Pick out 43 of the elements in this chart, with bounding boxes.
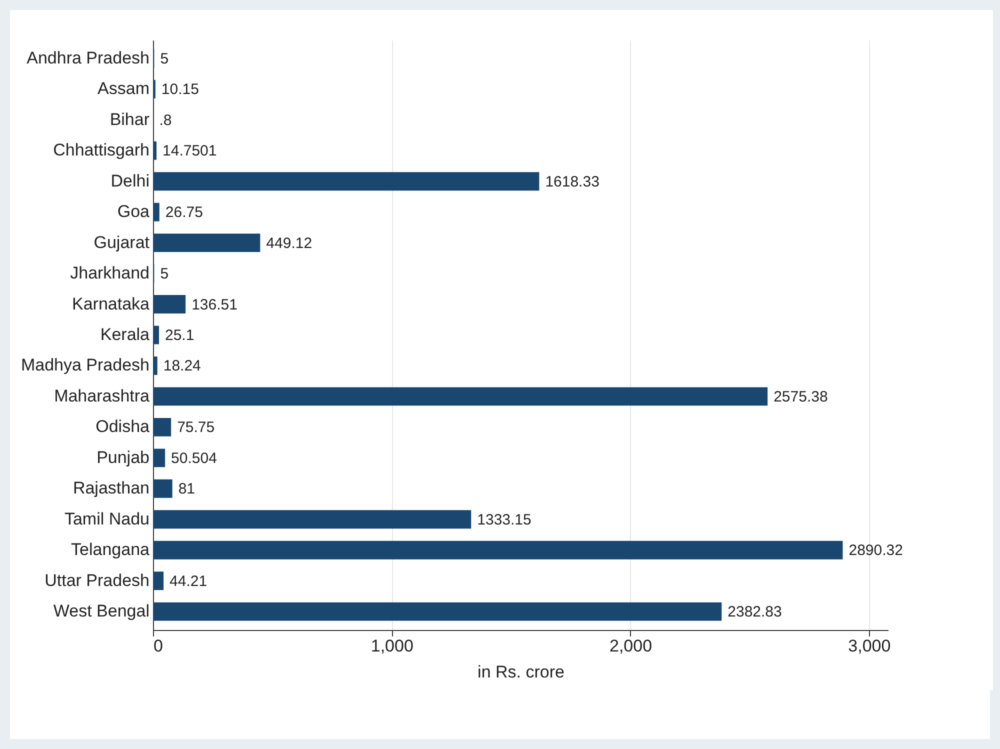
y-tick-label: Bihar [110, 110, 150, 129]
y-tick-label: Rajasthan [72, 478, 150, 498]
data-label: 50.504 [171, 450, 217, 467]
data-label: 1333.15 [477, 511, 532, 528]
y-tick-label: Andhra Pradesh [26, 48, 150, 68]
x-tick-label: 0 [154, 636, 163, 656]
data-label: 44.21 [170, 572, 208, 590]
y-tick-label: Goa [117, 202, 150, 222]
data-label: 2575.38 [774, 388, 828, 406]
y-tick-label: West Bengal [53, 602, 150, 621]
y-tick-label: Tamil Nadu [64, 509, 150, 528]
data-label: 25.1 [164, 327, 194, 344]
y-tick-label: Odisha [96, 417, 150, 436]
y-tick-label: Punjab [96, 448, 150, 467]
y-tick-label: Gujarat [94, 232, 150, 252]
data-label: 2382.83 [728, 604, 782, 621]
data-label: 5 [160, 50, 169, 68]
data-label: .8 [159, 112, 172, 129]
y-tick-label: Uttar Pradesh [44, 570, 150, 590]
data-label: 2890.32 [848, 542, 903, 560]
data-label: 18.24 [163, 358, 201, 375]
data-label: 10.15 [161, 81, 199, 98]
data-label: 449.12 [266, 234, 312, 252]
y-tick-label: Telangana [71, 540, 150, 560]
y-tick-label: Chhattisgarh [53, 140, 150, 160]
y-tick-label: Maharashtra [54, 386, 150, 406]
data-label: 81 [178, 480, 196, 498]
data-label: 75.75 [177, 419, 215, 436]
x-axis-title: in Rs. crore [478, 662, 564, 682]
y-tick-label: Delhi [110, 171, 150, 190]
x-tick-label: 1,000 [370, 636, 414, 656]
data-label: 1618.33 [545, 173, 600, 190]
data-label: 26.75 [165, 204, 203, 222]
x-tick-label: 3,000 [848, 636, 891, 656]
x-tick-label: 2,000 [610, 636, 652, 656]
y-tick-label: Kerala [100, 325, 150, 344]
y-tick-label: Madhya Pradesh [20, 356, 150, 375]
data-label: 14.7501 [162, 142, 217, 160]
data-label: 136.51 [192, 296, 238, 314]
data-label: 5 [160, 266, 169, 283]
y-tick-label: Assam [98, 79, 150, 98]
y-tick-label: Jharkhand [70, 264, 150, 283]
y-tick-label: Karnataka [72, 294, 150, 314]
